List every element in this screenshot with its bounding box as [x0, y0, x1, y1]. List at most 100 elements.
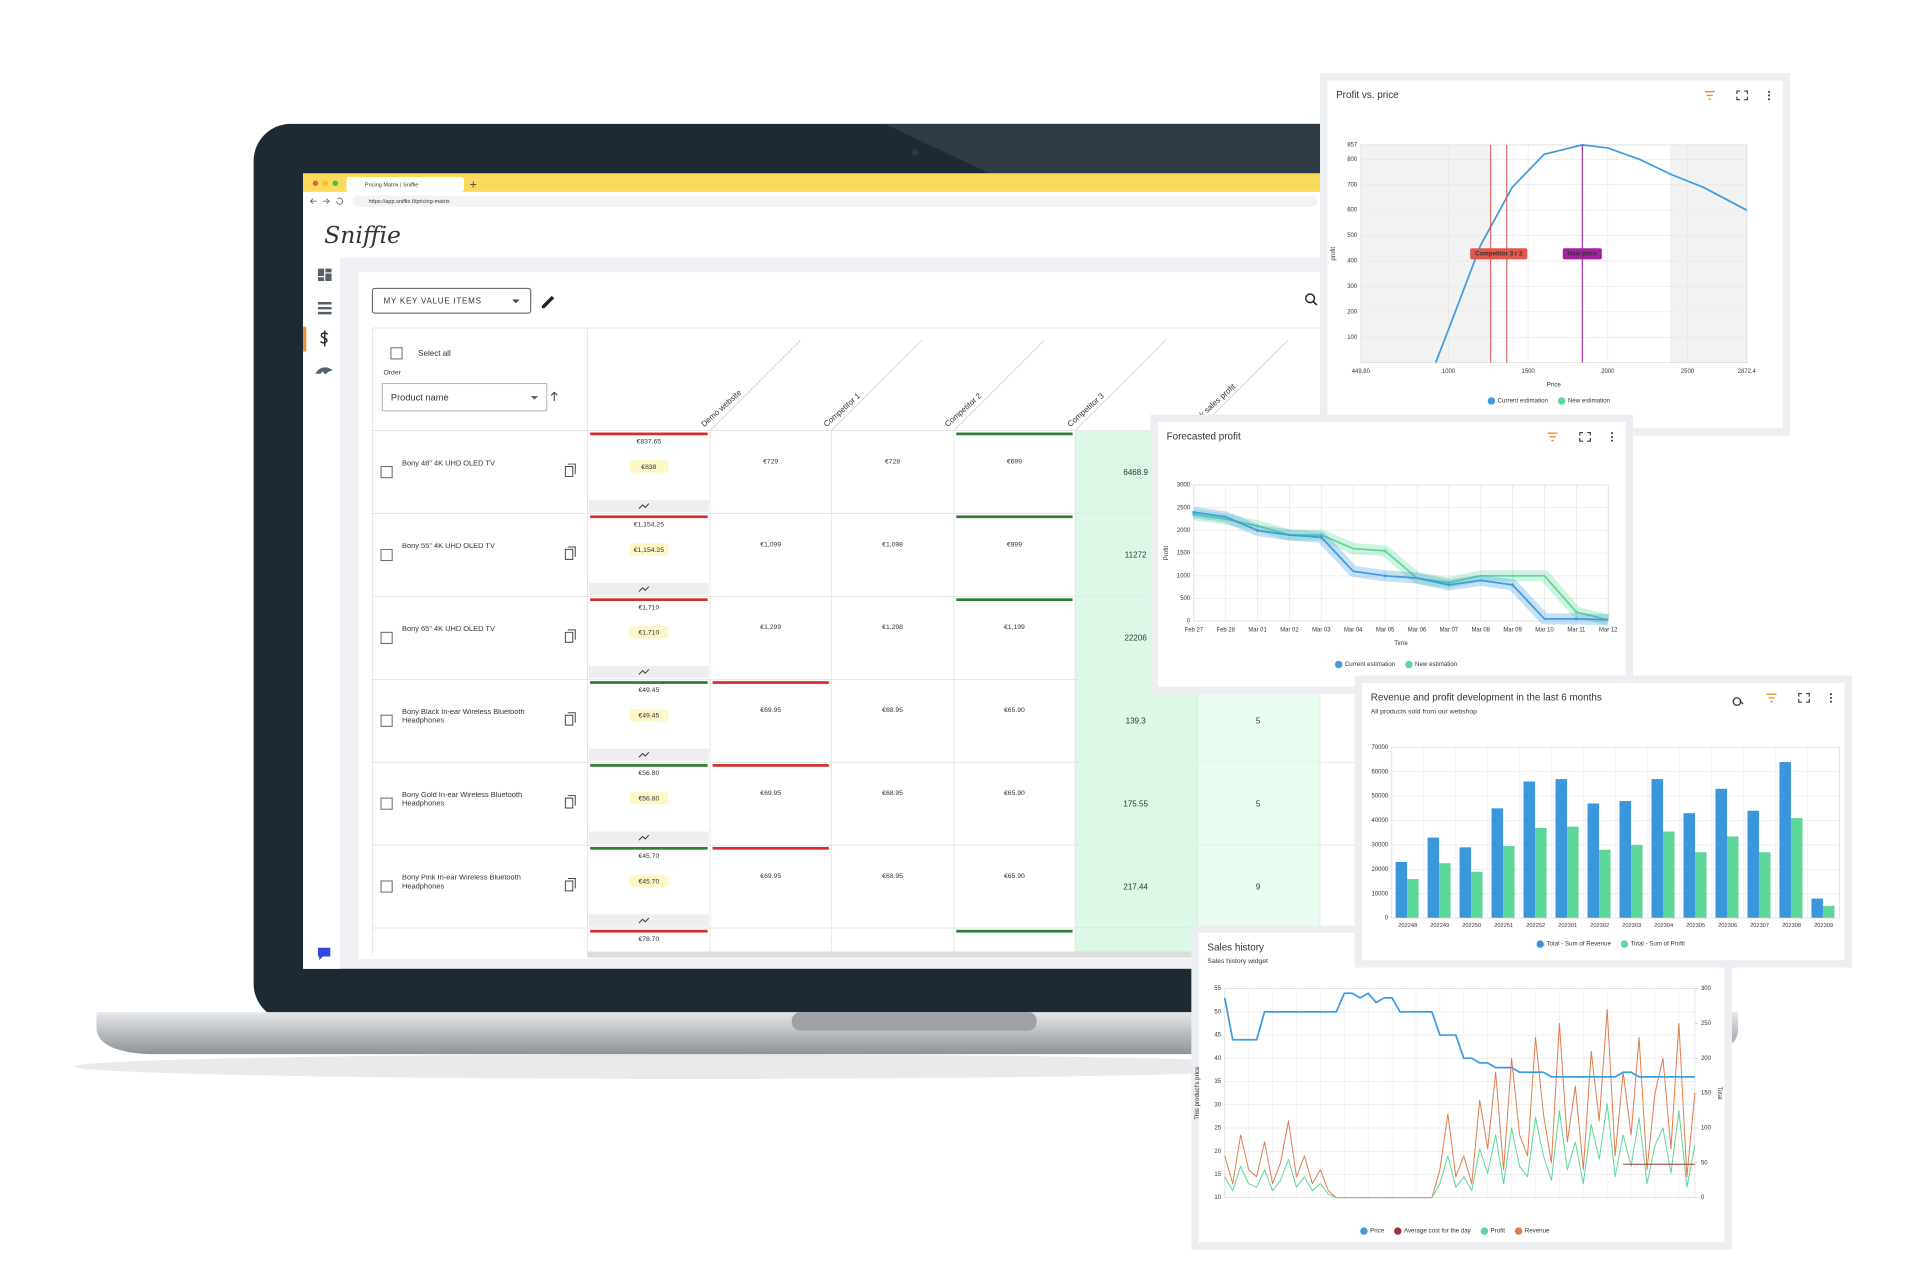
- series-line: [1224, 1009, 1696, 1199]
- legend-label[interactable]: Current estimation: [1498, 398, 1549, 405]
- legend-label[interactable]: Average cost for the day: [1404, 1228, 1472, 1235]
- y-axis-label: Profit: [1163, 546, 1170, 561]
- edit-icon[interactable]: [541, 295, 555, 309]
- x-tick-label: Mar 04: [1344, 627, 1363, 633]
- row-checkbox[interactable]: [380, 631, 393, 644]
- trend-icon[interactable]: [638, 751, 650, 758]
- sniffie-icon[interactable]: [315, 367, 333, 374]
- y-tick-label: 3000: [1177, 483, 1191, 489]
- search-icon[interactable]: [1305, 293, 1316, 304]
- copy-icon[interactable]: [564, 546, 576, 560]
- suggested-price[interactable]: €45.70: [638, 878, 659, 885]
- trend-strip: [588, 665, 709, 679]
- competitor-price: €699: [1007, 458, 1022, 465]
- copy-icon[interactable]: [564, 795, 576, 809]
- trend-icon[interactable]: [638, 669, 650, 675]
- scrollbar[interactable]: [587, 951, 1318, 958]
- suggested-price[interactable]: €838: [641, 464, 656, 471]
- search-icon[interactable]: [1732, 697, 1744, 706]
- legend-label[interactable]: Total - Sum of Revenue: [1546, 941, 1611, 948]
- row-checkbox[interactable]: [380, 714, 393, 727]
- window-close[interactable]: [312, 180, 319, 186]
- fullscreen-icon[interactable]: [1579, 431, 1591, 442]
- row-checkbox[interactable]: [380, 466, 393, 479]
- suggested-pill: [629, 874, 669, 888]
- legend-label[interactable]: Current estimation: [1345, 661, 1396, 668]
- pricing-icon[interactable]: [320, 330, 329, 347]
- point: [1447, 581, 1451, 585]
- y-tick-label: 40: [1214, 1056, 1221, 1062]
- filter-icon[interactable]: [1547, 432, 1558, 442]
- product-name[interactable]: Bony Black In-ear Wireless Bluetooth Hea…: [402, 709, 525, 726]
- trend-icon[interactable]: [638, 917, 650, 924]
- product-name[interactable]: Bony Pink In-ear Wireless Bluetooth Head…: [402, 874, 521, 891]
- product-name[interactable]: Bony Gold In-ear Wireless Bluetooth Head…: [402, 791, 523, 808]
- bar: [1407, 879, 1419, 919]
- units-value: 5: [1256, 717, 1261, 726]
- marker-text: Competitor 3 r 2: [1475, 250, 1523, 257]
- list-selector[interactable]: [371, 287, 532, 314]
- sort-icon[interactable]: [550, 391, 558, 401]
- suggested-price[interactable]: €49.45: [638, 713, 659, 720]
- bar: [1503, 846, 1515, 919]
- suggested-pill: [629, 791, 669, 805]
- point: [1256, 524, 1260, 528]
- product-name[interactable]: Bony 65" 4K UHD OLED TV: [402, 626, 495, 634]
- list-icon[interactable]: [317, 302, 332, 315]
- legend-label[interactable]: Profit: [1491, 1228, 1506, 1235]
- series-line: [1223, 992, 1695, 1078]
- y-tick-label: 20000: [1372, 867, 1389, 873]
- dashboard-icon[interactable]: [317, 268, 332, 281]
- window-minimize[interactable]: [322, 180, 329, 186]
- copy-icon[interactable]: [564, 878, 576, 892]
- order-select[interactable]: [381, 383, 548, 412]
- fullscreen-icon[interactable]: [1798, 692, 1810, 703]
- browser-tab[interactable]: [346, 177, 464, 192]
- legend-swatch: [1536, 940, 1544, 948]
- window-maximize[interactable]: [332, 180, 338, 186]
- legend-label[interactable]: Revenue: [1525, 1228, 1550, 1235]
- fullscreen-icon[interactable]: [1736, 90, 1748, 101]
- trend-icon[interactable]: [638, 586, 650, 592]
- price-indicator: [712, 681, 829, 684]
- row-checkbox[interactable]: [380, 880, 393, 893]
- chat-icon[interactable]: [317, 947, 331, 961]
- copy-icon[interactable]: [564, 712, 576, 726]
- legend-swatch: [1394, 1227, 1402, 1235]
- x-tick-label: 2500: [1681, 369, 1695, 375]
- y-tick-label: 500: [1180, 596, 1191, 602]
- new-tab[interactable]: [470, 181, 477, 188]
- marker-box: [1562, 248, 1602, 260]
- copy-icon[interactable]: [564, 463, 576, 477]
- legend-label[interactable]: Price: [1370, 1228, 1385, 1235]
- logo[interactable]: Sniffie: [324, 221, 401, 249]
- header-diagonal: [831, 340, 922, 431]
- product-name-box: Bony Gold In-ear Wireless Bluetooth Head…: [402, 791, 523, 808]
- series-line: [1193, 513, 1609, 621]
- filter-icon[interactable]: [1766, 693, 1777, 703]
- legend-label[interactable]: New estimation: [1568, 398, 1611, 405]
- row-checkbox[interactable]: [380, 548, 393, 562]
- shaded-region: [1360, 144, 1491, 363]
- legend-label[interactable]: New estimation: [1415, 661, 1458, 668]
- url: https://app.sniffie.fi/pricing-matrix: [369, 199, 450, 205]
- filter-icon[interactable]: [1704, 91, 1715, 100]
- trend-icon[interactable]: [638, 503, 650, 509]
- x-tick-label: 449.80: [1352, 369, 1371, 375]
- bar: [1491, 808, 1504, 919]
- bar: [1715, 788, 1727, 919]
- x-tick-label: 202250: [1462, 923, 1481, 929]
- point: [1383, 574, 1387, 578]
- suggested-price[interactable]: €56.80: [638, 796, 659, 803]
- product-name[interactable]: Bony 55" 4K UHD OLED TV: [402, 543, 495, 551]
- trend-icon[interactable]: [638, 834, 650, 841]
- legend-label[interactable]: Total - Sum of Profit: [1631, 941, 1685, 948]
- nav-buttons[interactable]: [309, 197, 344, 205]
- copy-icon[interactable]: [564, 629, 576, 643]
- address-bar[interactable]: [352, 195, 1318, 207]
- checkbox[interactable]: [390, 347, 403, 360]
- suggested-price[interactable]: €1,154.25: [634, 547, 664, 554]
- row-checkbox[interactable]: [380, 797, 393, 810]
- suggested-price[interactable]: €1,710: [638, 630, 659, 637]
- product-name[interactable]: Bony 48" 4K UHD OLED TV: [402, 460, 495, 468]
